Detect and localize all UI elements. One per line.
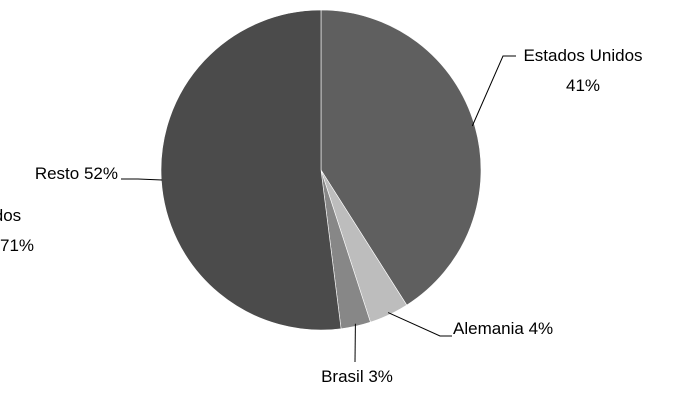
- label-alemania: Alemania 4%: [453, 319, 553, 338]
- label-brasil: Brasil 3%: [321, 367, 393, 386]
- leader-estados-unidos: [472, 56, 516, 126]
- pie-slice-resto: [161, 10, 341, 330]
- leader-alemania: [388, 313, 452, 336]
- pie-slices: [161, 10, 481, 330]
- label-estados-unidos-line2: 41%: [566, 76, 600, 95]
- label-resto: Resto 52%: [35, 164, 118, 183]
- clipped-label-line2: 71%: [0, 236, 34, 255]
- leader-resto: [121, 179, 162, 180]
- clipped-label-line1: idos: [0, 206, 21, 225]
- label-estados-unidos-line1: Estados Unidos: [523, 46, 642, 65]
